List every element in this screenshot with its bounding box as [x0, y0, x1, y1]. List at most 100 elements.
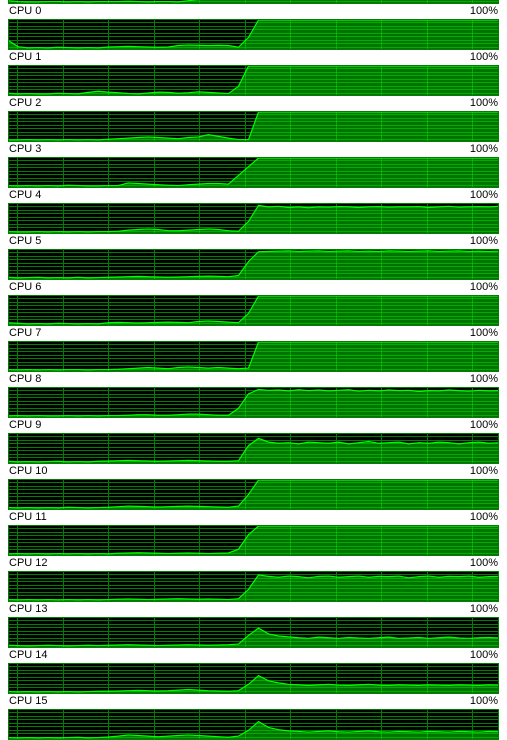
cpu-row: CPU 6 100%: [0, 280, 507, 326]
graph-border: [8, 0, 499, 4]
cpu-label: CPU 11: [9, 511, 47, 523]
graph-border: [8, 249, 499, 280]
cpu-label: CPU 15: [9, 695, 48, 707]
cpu-max-percent: 100%: [469, 603, 498, 615]
cpu-usage-graph: [8, 249, 499, 280]
usage-line: [8, 720, 499, 739]
cpu-max-percent: 100%: [469, 281, 498, 293]
graph-border: [8, 571, 499, 602]
cpu-usage-graph: [8, 111, 499, 142]
cpu-max-percent: 100%: [469, 97, 498, 109]
graph-border: [8, 19, 499, 50]
graph-border: [8, 65, 499, 96]
cpu-row: CPU 5 100%: [0, 234, 507, 280]
cpu-row: CPU 7 100%: [0, 326, 507, 372]
cpu-label: CPU 1: [9, 51, 42, 63]
cpu-label: CPU 3: [9, 143, 42, 155]
cpu-label: CPU 13: [9, 603, 48, 615]
cpu-label: CPU 9: [9, 419, 42, 431]
usage-line: [8, 627, 499, 647]
cpu-row: CPU 14 100%: [0, 648, 507, 694]
cpu-row: CPU 10 100%: [0, 464, 507, 510]
usage-area: [8, 342, 499, 372]
graph-border: [8, 387, 499, 418]
graph-border: [8, 341, 499, 372]
usage-area: [8, 389, 499, 418]
cpu-max-percent: 100%: [469, 5, 498, 17]
usage-area: [8, 20, 499, 50]
cpu-row: CPU 1 100%: [0, 50, 507, 96]
graph-border: [8, 433, 499, 464]
cpu-max-percent: 100%: [469, 419, 498, 431]
cpu-label: CPU 5: [9, 235, 42, 247]
cpu-max-percent: 100%: [469, 695, 498, 707]
cpu-label: CPU 4: [9, 189, 42, 201]
usage-area: [8, 296, 499, 326]
cpu-row: CPU 12 100%: [0, 556, 507, 602]
cpu-usage-graph: [8, 295, 499, 326]
usage-area: [8, 158, 499, 188]
cpu-usage-graph: [8, 617, 499, 648]
cpu-max-percent: 100%: [469, 511, 498, 523]
usage-line: [8, 674, 499, 693]
cpu-max-percent: 100%: [469, 189, 498, 201]
usage-area: [8, 675, 499, 694]
graph-border: [8, 295, 499, 326]
usage-area: [8, 250, 499, 280]
cpu-usage-graph: [8, 157, 499, 188]
usage-line: [8, 204, 499, 233]
graph-border: [8, 617, 499, 648]
cpu-usage-graph: [8, 709, 499, 740]
cpu-max-percent: 100%: [469, 373, 498, 385]
cpu-usage-graph: [8, 0, 499, 4]
cpu-label: CPU 12: [9, 557, 48, 569]
graph-border: [8, 111, 499, 142]
graph-border: [8, 663, 499, 694]
cpu-usage-graph: [8, 571, 499, 602]
cpu-max-percent: 100%: [469, 51, 498, 63]
usage-area: [8, 480, 499, 510]
cpu-label: CPU 7: [9, 327, 42, 339]
usage-line: [8, 388, 499, 417]
cpu-row: CPU 0 100%: [0, 4, 507, 50]
cpu-row: 100%: [0, 0, 507, 4]
cpu-row: CPU 8 100%: [0, 372, 507, 418]
cpu-label: CPU 0: [9, 5, 42, 17]
cpu-max-percent: 100%: [469, 465, 498, 477]
graph-border: [8, 157, 499, 188]
usage-line: [8, 250, 499, 279]
cpu-row: CPU 4 100%: [0, 188, 507, 234]
cpu-usage-graph: [8, 525, 499, 556]
cpu-label: CPU 8: [9, 373, 42, 385]
cpu-label: CPU 10: [9, 465, 48, 477]
cpu-usage-graph: [8, 387, 499, 418]
usage-line: [8, 437, 499, 463]
usage-area: [8, 628, 499, 648]
cpu-usage-graph: [8, 203, 499, 234]
usage-area: [8, 526, 499, 556]
cpu-row: CPU 11 100%: [0, 510, 507, 556]
cpu-row: CPU 2 100%: [0, 96, 507, 142]
cpu-max-percent: 100%: [469, 235, 498, 247]
cpu-max-percent: 100%: [469, 557, 498, 569]
graph-border: [8, 525, 499, 556]
usage-area: [8, 438, 499, 464]
cpu-max-percent: 100%: [469, 649, 498, 661]
cpu-row: CPU 3 100%: [0, 142, 507, 188]
usage-line: [8, 0, 199, 3]
cpu-label: CPU 6: [9, 281, 42, 293]
cpu-label: CPU 2: [9, 97, 42, 109]
cpu-usage-graph: [8, 479, 499, 510]
usage-line: [8, 574, 499, 601]
cpu-usage-graph: [8, 65, 499, 96]
graph-border: [8, 479, 499, 510]
cpu-label: CPU 14: [9, 649, 48, 661]
cpu-max-percent: 100%: [469, 327, 498, 339]
usage-area: [8, 574, 499, 602]
cpu-row: CPU 9 100%: [0, 418, 507, 464]
cpu-usage-graph: [8, 433, 499, 464]
cpu-max-percent: 100%: [469, 143, 498, 155]
cpu-usage-graph: [8, 341, 499, 372]
cpu-usage-graph: [8, 663, 499, 694]
